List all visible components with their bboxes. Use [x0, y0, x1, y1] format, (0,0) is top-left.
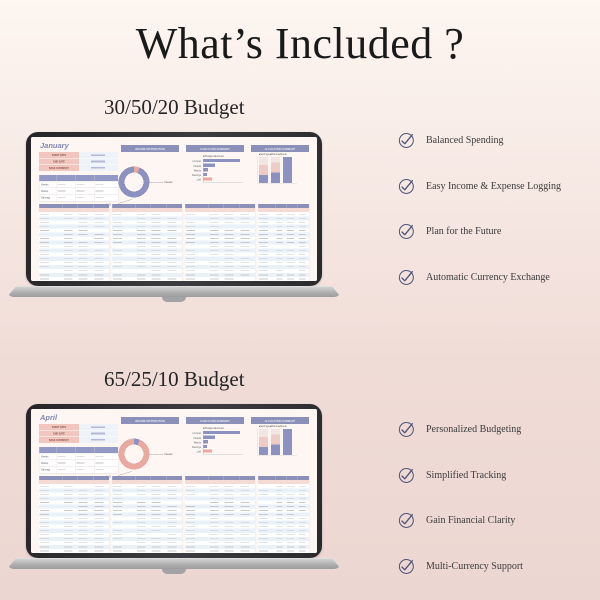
- svg-text:Wants: Wants: [41, 189, 49, 193]
- svg-text:Wants: Wants: [194, 168, 202, 172]
- svg-text:Savings: Savings: [41, 468, 51, 472]
- svg-text:Needs: Needs: [165, 452, 174, 456]
- svg-text:■Savings ■Wants ■Needs: ■Savings ■Wants ■Needs: [259, 425, 288, 428]
- svg-text:END DATE: END DATE: [53, 433, 65, 436]
- svg-text:CASH FLOW SUMMARY: CASH FLOW SUMMARY: [200, 419, 230, 423]
- svg-text:Savings: Savings: [192, 445, 202, 449]
- svg-text:Needs: Needs: [194, 436, 202, 440]
- svg-text:Needs: Needs: [41, 182, 49, 186]
- svg-text:Income: Income: [192, 159, 201, 163]
- svg-text:Wants: Wants: [194, 440, 202, 444]
- svg-text:Needs: Needs: [194, 164, 202, 168]
- svg-text:■ Budget ■ Actual: ■ Budget ■ Actual: [203, 426, 224, 430]
- svg-text:START DATE: START DATE: [52, 426, 67, 429]
- svg-text:April: April: [39, 413, 58, 422]
- svg-text:INCOME DISTRIBUTION: INCOME DISTRIBUTION: [135, 419, 165, 423]
- svg-text:■Savings ■Wants ■Needs: ■Savings ■Wants ■Needs: [259, 153, 288, 156]
- svg-text:INCOME DISTRIBUTION: INCOME DISTRIBUTION: [135, 147, 165, 151]
- svg-text:ALLOCATION SUMMARY: ALLOCATION SUMMARY: [265, 419, 296, 423]
- svg-text:CASH FLOW SUMMARY: CASH FLOW SUMMARY: [200, 147, 230, 151]
- svg-text:Wants: Wants: [41, 461, 49, 465]
- svg-text:Needs: Needs: [41, 454, 49, 458]
- svg-text:ALLOCATION SUMMARY: ALLOCATION SUMMARY: [265, 147, 296, 151]
- svg-text:BASE CURRENCY: BASE CURRENCY: [49, 439, 70, 442]
- svg-text:END DATE: END DATE: [53, 161, 65, 164]
- svg-text:Needs: Needs: [165, 180, 174, 184]
- svg-text:Left: Left: [197, 450, 202, 454]
- svg-text:January: January: [40, 141, 70, 150]
- svg-text:Savings: Savings: [192, 173, 202, 177]
- svg-text:START DATE: START DATE: [52, 154, 67, 157]
- svg-text:Savings: Savings: [41, 196, 51, 200]
- svg-text:BASE CURRENCY: BASE CURRENCY: [49, 167, 70, 170]
- svg-text:Left: Left: [197, 178, 202, 182]
- svg-text:Income: Income: [192, 431, 201, 435]
- svg-text:■ Budget ■ Actual: ■ Budget ■ Actual: [203, 154, 224, 158]
